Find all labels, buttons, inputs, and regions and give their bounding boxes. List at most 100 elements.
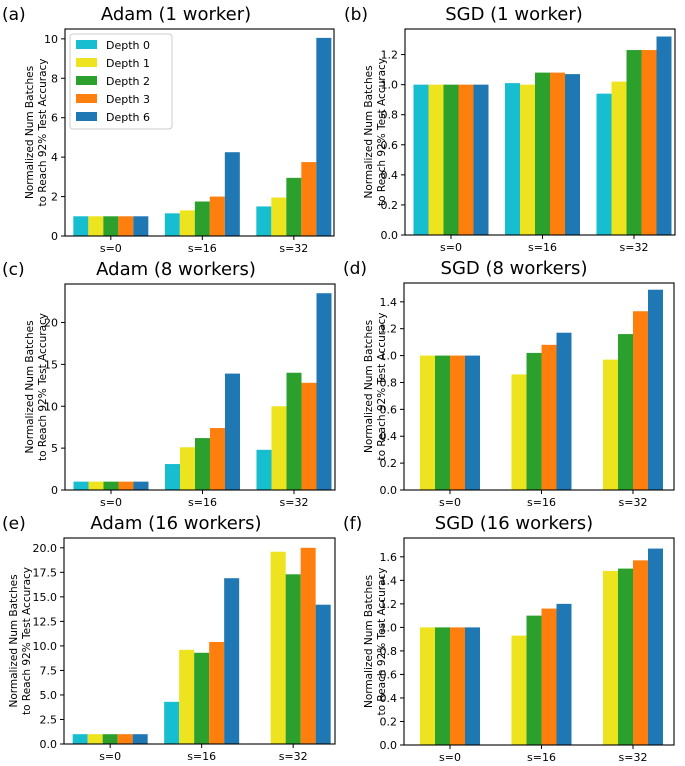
bar bbox=[102, 734, 118, 744]
y-axis-label-line: to Reach 92% Test Accuracy bbox=[376, 58, 388, 206]
bar bbox=[315, 604, 331, 744]
y-axis-label: Normalized Num Batchesto Reach 92% Test … bbox=[363, 568, 388, 716]
bar bbox=[87, 734, 103, 744]
bar bbox=[443, 84, 459, 235]
x-tick-label: s=16 bbox=[527, 751, 556, 764]
panel-label: (a) bbox=[2, 5, 26, 25]
y-tick-label: 1.2 bbox=[380, 598, 398, 611]
bar bbox=[88, 481, 104, 490]
y-axis-label: Normalized Num Batchesto Reach 92% Test … bbox=[363, 313, 388, 461]
y-tick-label: 10.0 bbox=[33, 640, 58, 653]
chart-title: Adam (1 worker) bbox=[101, 4, 251, 25]
y-tick-label: 0.2 bbox=[381, 199, 399, 212]
bar bbox=[435, 355, 450, 490]
bar bbox=[603, 570, 618, 745]
chart-title: Adam (8 workers) bbox=[96, 259, 256, 280]
y-tick-label: 20 bbox=[44, 317, 58, 330]
bar bbox=[465, 355, 480, 490]
legend-label: Depth 2 bbox=[106, 75, 150, 88]
bar bbox=[420, 627, 435, 745]
bar bbox=[179, 649, 195, 744]
y-tick-label: 0.8 bbox=[380, 376, 398, 389]
bar bbox=[565, 74, 580, 235]
bar bbox=[194, 652, 210, 744]
bar bbox=[648, 548, 663, 745]
x-tick-label: s=0 bbox=[100, 496, 122, 509]
x-tick-label: s=16 bbox=[188, 496, 217, 509]
x-tick-label: s=32 bbox=[619, 751, 648, 764]
bar bbox=[656, 36, 672, 235]
bar bbox=[641, 50, 657, 236]
y-axis-label-line: Normalized Num Batches bbox=[363, 65, 375, 198]
panel-e: (e) Adam (16 workers) 0.0 2.5 5.0 7.5 10.0 12.5… bbox=[2, 513, 336, 763]
bar bbox=[209, 641, 225, 744]
bar bbox=[420, 355, 435, 490]
y-tick-label: 6 bbox=[51, 112, 58, 125]
y-axis-label-line: Normalized Num Batches bbox=[8, 574, 20, 707]
bar bbox=[286, 177, 302, 236]
bar bbox=[103, 216, 119, 236]
y-tick-label: 5.0 bbox=[40, 689, 58, 702]
y-axis-label-line: to Reach 92% Test Accuracy bbox=[37, 313, 49, 461]
y-tick-label: 0.6 bbox=[380, 668, 398, 681]
y-tick-label: 17.5 bbox=[33, 566, 58, 579]
bar bbox=[224, 152, 240, 236]
bar bbox=[164, 701, 180, 744]
bar bbox=[73, 481, 89, 490]
y-axis-label-line: Normalized Num Batches bbox=[24, 66, 36, 199]
legend-box bbox=[69, 33, 173, 130]
chart-title: SGD (8 workers) bbox=[441, 258, 588, 279]
y-tick-label: 12.5 bbox=[33, 615, 58, 628]
y-tick-label: 0 bbox=[51, 484, 58, 497]
bar bbox=[285, 574, 301, 744]
bar bbox=[256, 449, 272, 490]
panel-b: (b) SGD (1 worker)0.00.20.40.60.81.01.2No… bbox=[344, 4, 676, 254]
bar bbox=[118, 216, 134, 236]
y-tick-label: 1.2 bbox=[380, 323, 398, 336]
y-tick-label: 8 bbox=[51, 72, 58, 85]
legend-label: Depth 0 bbox=[106, 39, 150, 52]
chart-title: SGD (16 workers) bbox=[435, 513, 593, 534]
y-axis-label-line: Normalized Num Batches bbox=[363, 575, 375, 708]
legend-label: Depth 1 bbox=[106, 57, 150, 70]
bar bbox=[300, 547, 316, 744]
bar bbox=[118, 481, 134, 490]
bar bbox=[611, 81, 627, 235]
bar bbox=[633, 560, 648, 745]
y-tick-label: 0.6 bbox=[381, 139, 399, 152]
y-tick-label: 0.2 bbox=[380, 715, 398, 728]
y-tick-label: 2 bbox=[51, 191, 58, 204]
bar bbox=[301, 162, 317, 236]
bar bbox=[133, 216, 149, 236]
bar bbox=[117, 734, 133, 744]
y-axis-label-line: Normalized Num Batches bbox=[363, 320, 375, 453]
y-tick-label: 0.8 bbox=[380, 645, 398, 658]
y-tick-label: 0.2 bbox=[380, 457, 398, 470]
bar bbox=[164, 213, 180, 236]
y-tick-label: 15.0 bbox=[33, 591, 58, 604]
x-tick-label: s=16 bbox=[188, 242, 217, 255]
panel-d: (d) SGD (8 workers) 0.0 0.2 0.4 0.6 0.8 1.0 1.2 1… bbox=[343, 258, 675, 509]
y-tick-label: 15 bbox=[44, 358, 58, 371]
bar bbox=[195, 438, 210, 490]
x-tick-label: s=0 bbox=[439, 496, 461, 509]
bar bbox=[435, 627, 450, 745]
y-tick-label: 0 bbox=[51, 230, 58, 243]
y-tick-label: 20.0 bbox=[33, 542, 58, 555]
y-tick-label: 10 bbox=[44, 33, 58, 46]
y-tick-label: 7.5 bbox=[40, 664, 58, 677]
legend: Depth 0 Depth 1 Depth 2 Depth 3 Depth 6 bbox=[69, 33, 173, 130]
legend-swatch bbox=[76, 112, 97, 121]
plot-frame bbox=[403, 282, 675, 491]
bar bbox=[526, 352, 542, 490]
y-tick-label: 0.6 bbox=[380, 403, 398, 416]
x-tick-label: s=0 bbox=[99, 750, 121, 763]
y-tick-label: 0.0 bbox=[380, 484, 398, 497]
y-tick-label: 1.6 bbox=[380, 551, 398, 564]
y-tick-label: 0.0 bbox=[381, 229, 399, 242]
y-axis-label: Normalized Num Batchesto Reach 92% Test … bbox=[24, 313, 49, 461]
bar bbox=[165, 464, 180, 490]
bar bbox=[511, 635, 527, 745]
panel-label: (e) bbox=[2, 514, 26, 534]
y-tick-label: 1.4 bbox=[380, 574, 398, 587]
